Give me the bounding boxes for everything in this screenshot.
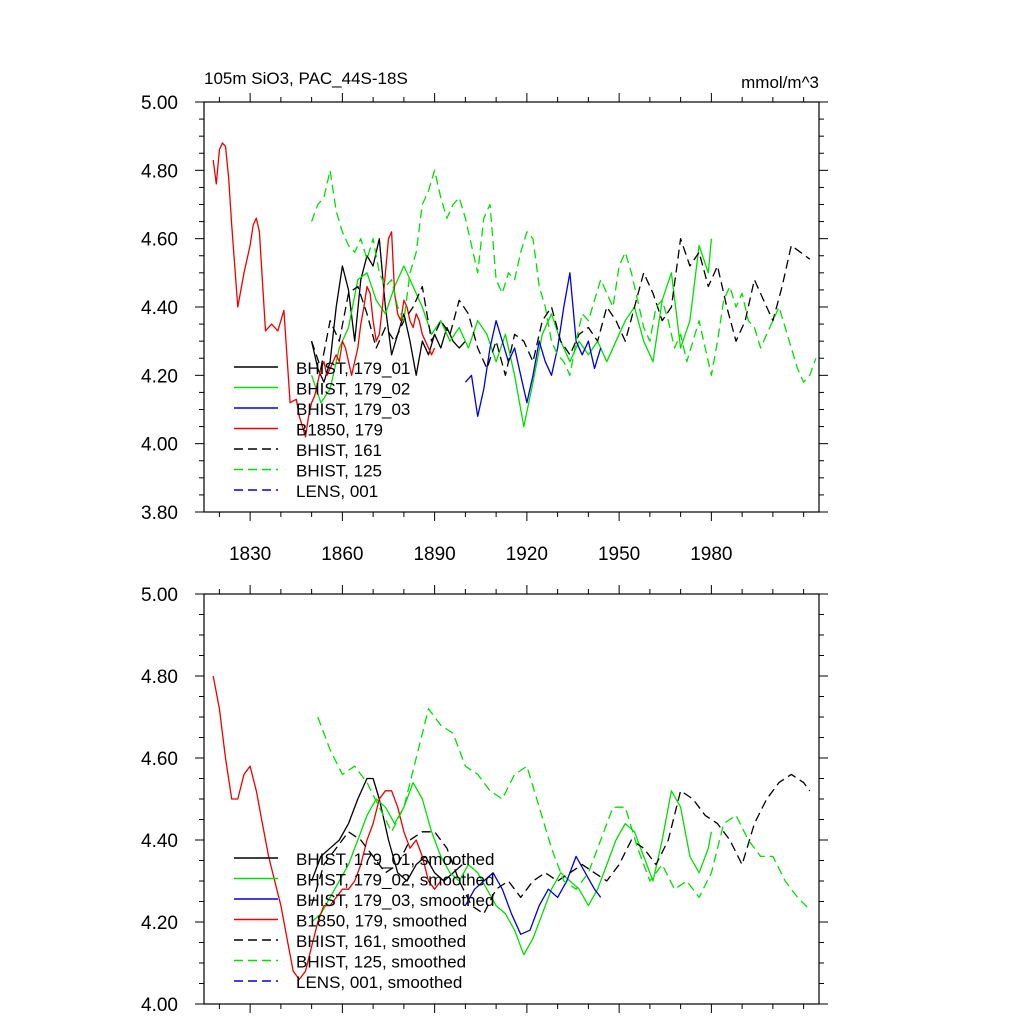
x-tick-label: 1950: [598, 544, 640, 565]
legend-label-2: BHIST, 179_02, smoothed: [296, 871, 494, 890]
y-tick-label: 4.00: [141, 995, 178, 1016]
series-line-1: [310, 238, 466, 383]
legend-label-2: BHIST, 179_02: [296, 380, 410, 399]
y-tick-label: 3.80: [141, 503, 178, 524]
legend-label-3: BHIST, 179_03: [296, 400, 410, 419]
legend-label-3: BHIST, 179_03, smoothed: [296, 891, 494, 910]
y-tick-label: 4.40: [141, 298, 178, 319]
series-line-3: [464, 855, 602, 935]
series-line-4: [212, 675, 442, 981]
y-tick-label: 4.80: [141, 161, 178, 182]
legend-label-5: BHIST, 161: [296, 441, 382, 460]
y-tick-label: 5.00: [141, 585, 178, 606]
legend-label-1: BHIST, 179_01, smoothed: [296, 850, 494, 869]
legend-label-6: BHIST, 125: [296, 462, 382, 481]
legend-label-4: B1850, 179, smoothed: [296, 912, 467, 931]
series-line-1: [310, 777, 463, 882]
x-tick-label: 1860: [321, 544, 363, 565]
legend-label-4: B1850, 179: [296, 421, 383, 440]
x-tick-label: 1890: [413, 544, 455, 565]
y-tick-label: 4.60: [141, 230, 178, 251]
x-tick-label: 1830: [229, 544, 271, 565]
series-line-5: [310, 773, 811, 915]
y-tick-label: 5.00: [141, 93, 178, 114]
x-tick-label: 1920: [506, 544, 548, 565]
series-line-5: [310, 238, 811, 376]
chart-title: 105m SiO3, PAC_44S-18S: [204, 69, 408, 88]
y-tick-label: 4.00: [141, 435, 178, 456]
top-panel: 1830 1860 1890 1920 1950 1980 3.80 4.00 4.20 4.40…: [141, 69, 828, 565]
x-tick-label: 1980: [690, 544, 732, 565]
series-line-6: [310, 169, 817, 383]
legend-label-7: LENS, 001: [296, 482, 378, 501]
y-tick-label: 4.20: [141, 366, 178, 387]
legend-label-7: LENS, 001, smoothed: [296, 973, 462, 992]
bottom-panel: 4.00 4.20 4.40 4.60 4.80 5.00 BHIST, 179_01, s…: [141, 585, 828, 1016]
legend-label-1: BHIST, 179_01: [296, 359, 410, 378]
series-line-6: [317, 708, 811, 911]
series-line-3: [464, 272, 602, 417]
legend-label-6: BHIST, 125, smoothed: [296, 953, 466, 972]
y-tick-label: 4.60: [141, 749, 178, 770]
y-tick-label: 4.80: [141, 667, 178, 688]
chart-units: mmol/m^3: [741, 73, 819, 92]
legend-label-5: BHIST, 161, smoothed: [296, 932, 466, 951]
series-line-2: [310, 238, 713, 428]
y-tick-label: 4.20: [141, 913, 178, 934]
y-tick-label: 4.40: [141, 831, 178, 852]
series-line-4: [212, 142, 436, 438]
